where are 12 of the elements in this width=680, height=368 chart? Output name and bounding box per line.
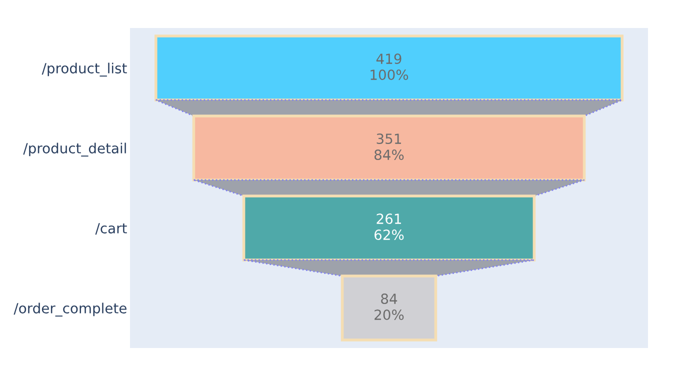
- category-label: /product_detail: [23, 142, 126, 157]
- data-label: 261: [376, 214, 401, 224]
- data-label: 84: [381, 294, 398, 304]
- text: 84%: [374, 150, 404, 160]
- category-label: /cart: [95, 223, 127, 235]
- text: 100%: [370, 70, 408, 80]
- text: 62%: [374, 230, 404, 240]
- category-label: /product_list: [42, 62, 127, 77]
- data-label: 351: [376, 134, 401, 144]
- category-label: /order_complete: [14, 302, 126, 317]
- data-label: 419: [376, 54, 402, 64]
- text: 20%: [374, 310, 404, 320]
